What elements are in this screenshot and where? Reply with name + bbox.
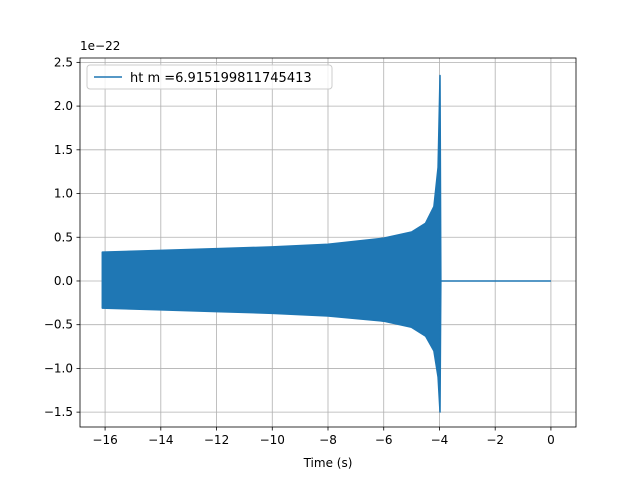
x-axis: −16 −14 −12 −10 −8 −6 −4 −2 0 [92,427,555,447]
x-tick-label: −8 [319,433,337,447]
y-tick-label: 1.5 [54,143,73,157]
x-tick-label: −10 [260,433,285,447]
x-tick-label: −6 [375,433,393,447]
x-tick-label: −4 [431,433,449,447]
grid-lines [80,58,576,427]
x-tick-label: 0 [547,433,555,447]
x-tick-label: −16 [92,433,117,447]
y-offset-text: 1e−22 [80,39,120,53]
x-tick-label: −2 [486,433,504,447]
x-tick-label: −12 [204,433,229,447]
y-tick-label: 0.5 [54,230,73,244]
legend-label: ht m =6.915199811745413 [130,71,312,86]
y-tick-label: −0.5 [44,318,73,332]
y-tick-label: 2.5 [54,55,73,69]
y-tick-label: −1.0 [44,361,73,375]
legend: ht m =6.915199811745413 [86,64,333,90]
waveform-band [101,74,442,413]
x-axis-label: Time (s) [303,456,353,470]
legend-box [86,64,333,90]
y-tick-label: 2.0 [54,99,73,113]
series-layer [101,74,551,413]
y-tick-label: 1.0 [54,187,73,201]
y-tick-label: −1.5 [44,405,73,419]
y-tick-label: 0.0 [54,274,73,288]
y-axis: −1.5 −1.0 −0.5 0.0 0.5 1.0 1.5 2.0 2.5 [44,55,80,419]
x-tick-label: −14 [148,433,173,447]
